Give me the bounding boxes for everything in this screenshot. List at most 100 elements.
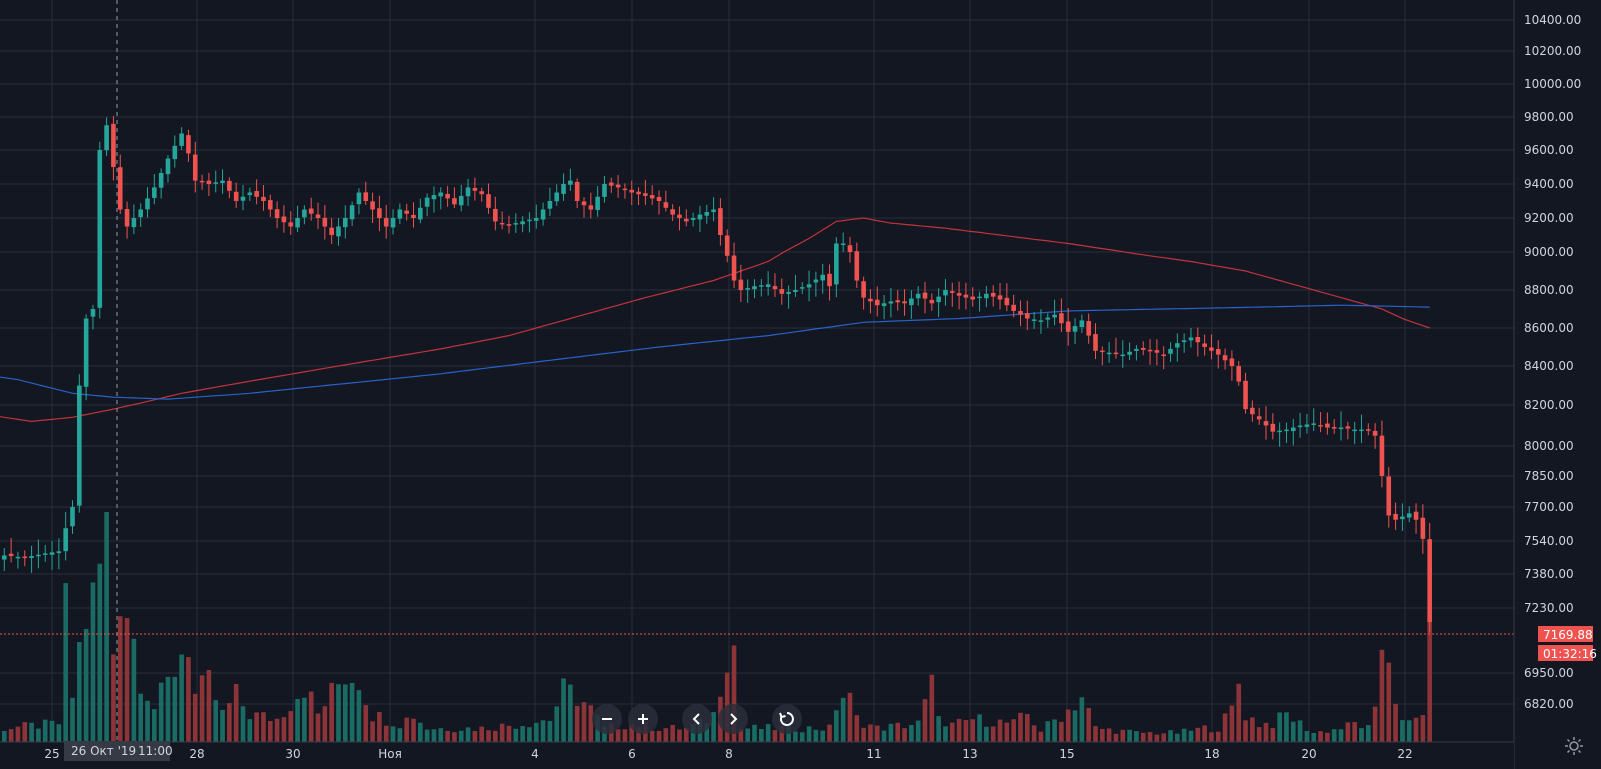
- chevron-left-icon: [692, 713, 700, 725]
- candle-body: [499, 223, 505, 225]
- candle-body: [343, 218, 348, 228]
- candle-body: [1263, 421, 1269, 426]
- candle-body: [1236, 366, 1242, 382]
- candle-body: [1209, 347, 1214, 351]
- candle-body: [1079, 320, 1085, 328]
- volume-bar: [1325, 732, 1330, 742]
- candle-body: [15, 556, 21, 559]
- reset-chart-button[interactable]: [772, 704, 802, 734]
- candle-body: [192, 154, 198, 181]
- volume-bar: [322, 706, 328, 742]
- price-tick-label: 9200.00: [1524, 211, 1574, 225]
- volume-bar: [499, 723, 505, 742]
- scroll-right-button[interactable]: [718, 704, 748, 734]
- candle-body: [602, 184, 607, 197]
- volume-bar: [1420, 715, 1426, 742]
- candle-body: [874, 299, 880, 306]
- candle-body: [206, 180, 212, 184]
- time-tick-label: 18: [1204, 747, 1219, 761]
- candle-body: [622, 188, 628, 191]
- candle-body: [1250, 407, 1255, 415]
- time-axis-bg: [0, 742, 1514, 769]
- candle-body: [670, 209, 675, 215]
- volume-bar: [1011, 719, 1016, 742]
- volume-bar: [1222, 713, 1228, 742]
- volume-bar: [56, 724, 62, 742]
- chart-settings-button[interactable]: [1565, 737, 1583, 755]
- candle-body: [254, 191, 259, 197]
- time-tick-label: 25: [44, 747, 59, 761]
- candle-body: [1065, 321, 1071, 332]
- candle-body: [643, 193, 648, 196]
- candle-body: [704, 212, 710, 216]
- volume-bar: [397, 728, 403, 742]
- candle-body: [1338, 427, 1344, 430]
- candle-body: [1031, 319, 1037, 321]
- volume-bar: [70, 697, 75, 742]
- minus-icon: [602, 718, 612, 720]
- volume-bar: [677, 729, 682, 742]
- time-tick-label: 15: [1059, 747, 1074, 761]
- candle-body: [970, 296, 976, 300]
- volume-bar: [943, 726, 948, 742]
- candle-body: [1093, 334, 1098, 351]
- volume-bar: [895, 722, 901, 742]
- candle-body: [8, 553, 14, 557]
- volume-bar: [165, 676, 171, 742]
- candle-body: [36, 554, 41, 557]
- candle-body: [302, 209, 307, 218]
- volume-bar: [1147, 732, 1153, 742]
- candle-body: [411, 214, 416, 218]
- volume-bar: [377, 711, 382, 742]
- candle-body: [718, 208, 723, 235]
- volume-bar: [1168, 730, 1173, 742]
- volume-bar: [1297, 720, 1303, 742]
- candle-body: [1420, 517, 1426, 539]
- candle-body: [1120, 354, 1126, 357]
- volume-bar: [1018, 712, 1023, 742]
- volume-bar: [356, 690, 362, 742]
- candle-body: [1304, 424, 1310, 427]
- volume-bar: [1318, 731, 1323, 742]
- candle-body: [520, 221, 525, 225]
- volume-bar: [663, 728, 669, 742]
- volume-bar: [909, 724, 914, 742]
- candle-body: [608, 182, 614, 186]
- zoom-in-button[interactable]: [628, 704, 658, 734]
- candle-body: [1059, 313, 1064, 324]
- candle-body: [554, 192, 560, 202]
- volume-bar: [636, 727, 641, 742]
- volume-bar: [1311, 732, 1317, 742]
- volume-bar: [424, 729, 430, 742]
- time-axis[interactable]: 25 28 30 Ноя 4 6 8 11 13 15 18 20 22: [0, 741, 1514, 769]
- volume-bar: [1209, 732, 1214, 742]
- volume-bar: [1086, 708, 1091, 742]
- last-price-text: 7169.88: [1543, 628, 1593, 642]
- volume-bar: [533, 722, 539, 742]
- candle-body: [329, 227, 334, 235]
- zoom-out-button[interactable]: [592, 704, 622, 734]
- candle-body: [383, 218, 389, 227]
- candle-body: [70, 507, 75, 527]
- volume-bar: [90, 582, 96, 742]
- volume-bar: [15, 726, 21, 742]
- candle-body: [77, 385, 82, 506]
- candle-body: [145, 198, 150, 210]
- candle-body: [649, 195, 655, 199]
- price-tick-label: 7380.00: [1524, 567, 1574, 581]
- scroll-left-button[interactable]: [682, 704, 712, 734]
- volume-bar: [274, 718, 280, 742]
- candle-body: [1025, 313, 1030, 319]
- time-tick-label: 6: [628, 747, 636, 761]
- volume-bar: [261, 712, 266, 742]
- candle-body: [295, 218, 300, 228]
- candle-body: [615, 184, 621, 188]
- candle-body: [1188, 337, 1194, 341]
- candle-body: [1086, 321, 1091, 336]
- volume-bar: [29, 722, 34, 742]
- volume-bar: [731, 645, 737, 742]
- volume-bar: [915, 720, 921, 742]
- volume-bar: [868, 724, 873, 742]
- candle-body: [418, 207, 423, 220]
